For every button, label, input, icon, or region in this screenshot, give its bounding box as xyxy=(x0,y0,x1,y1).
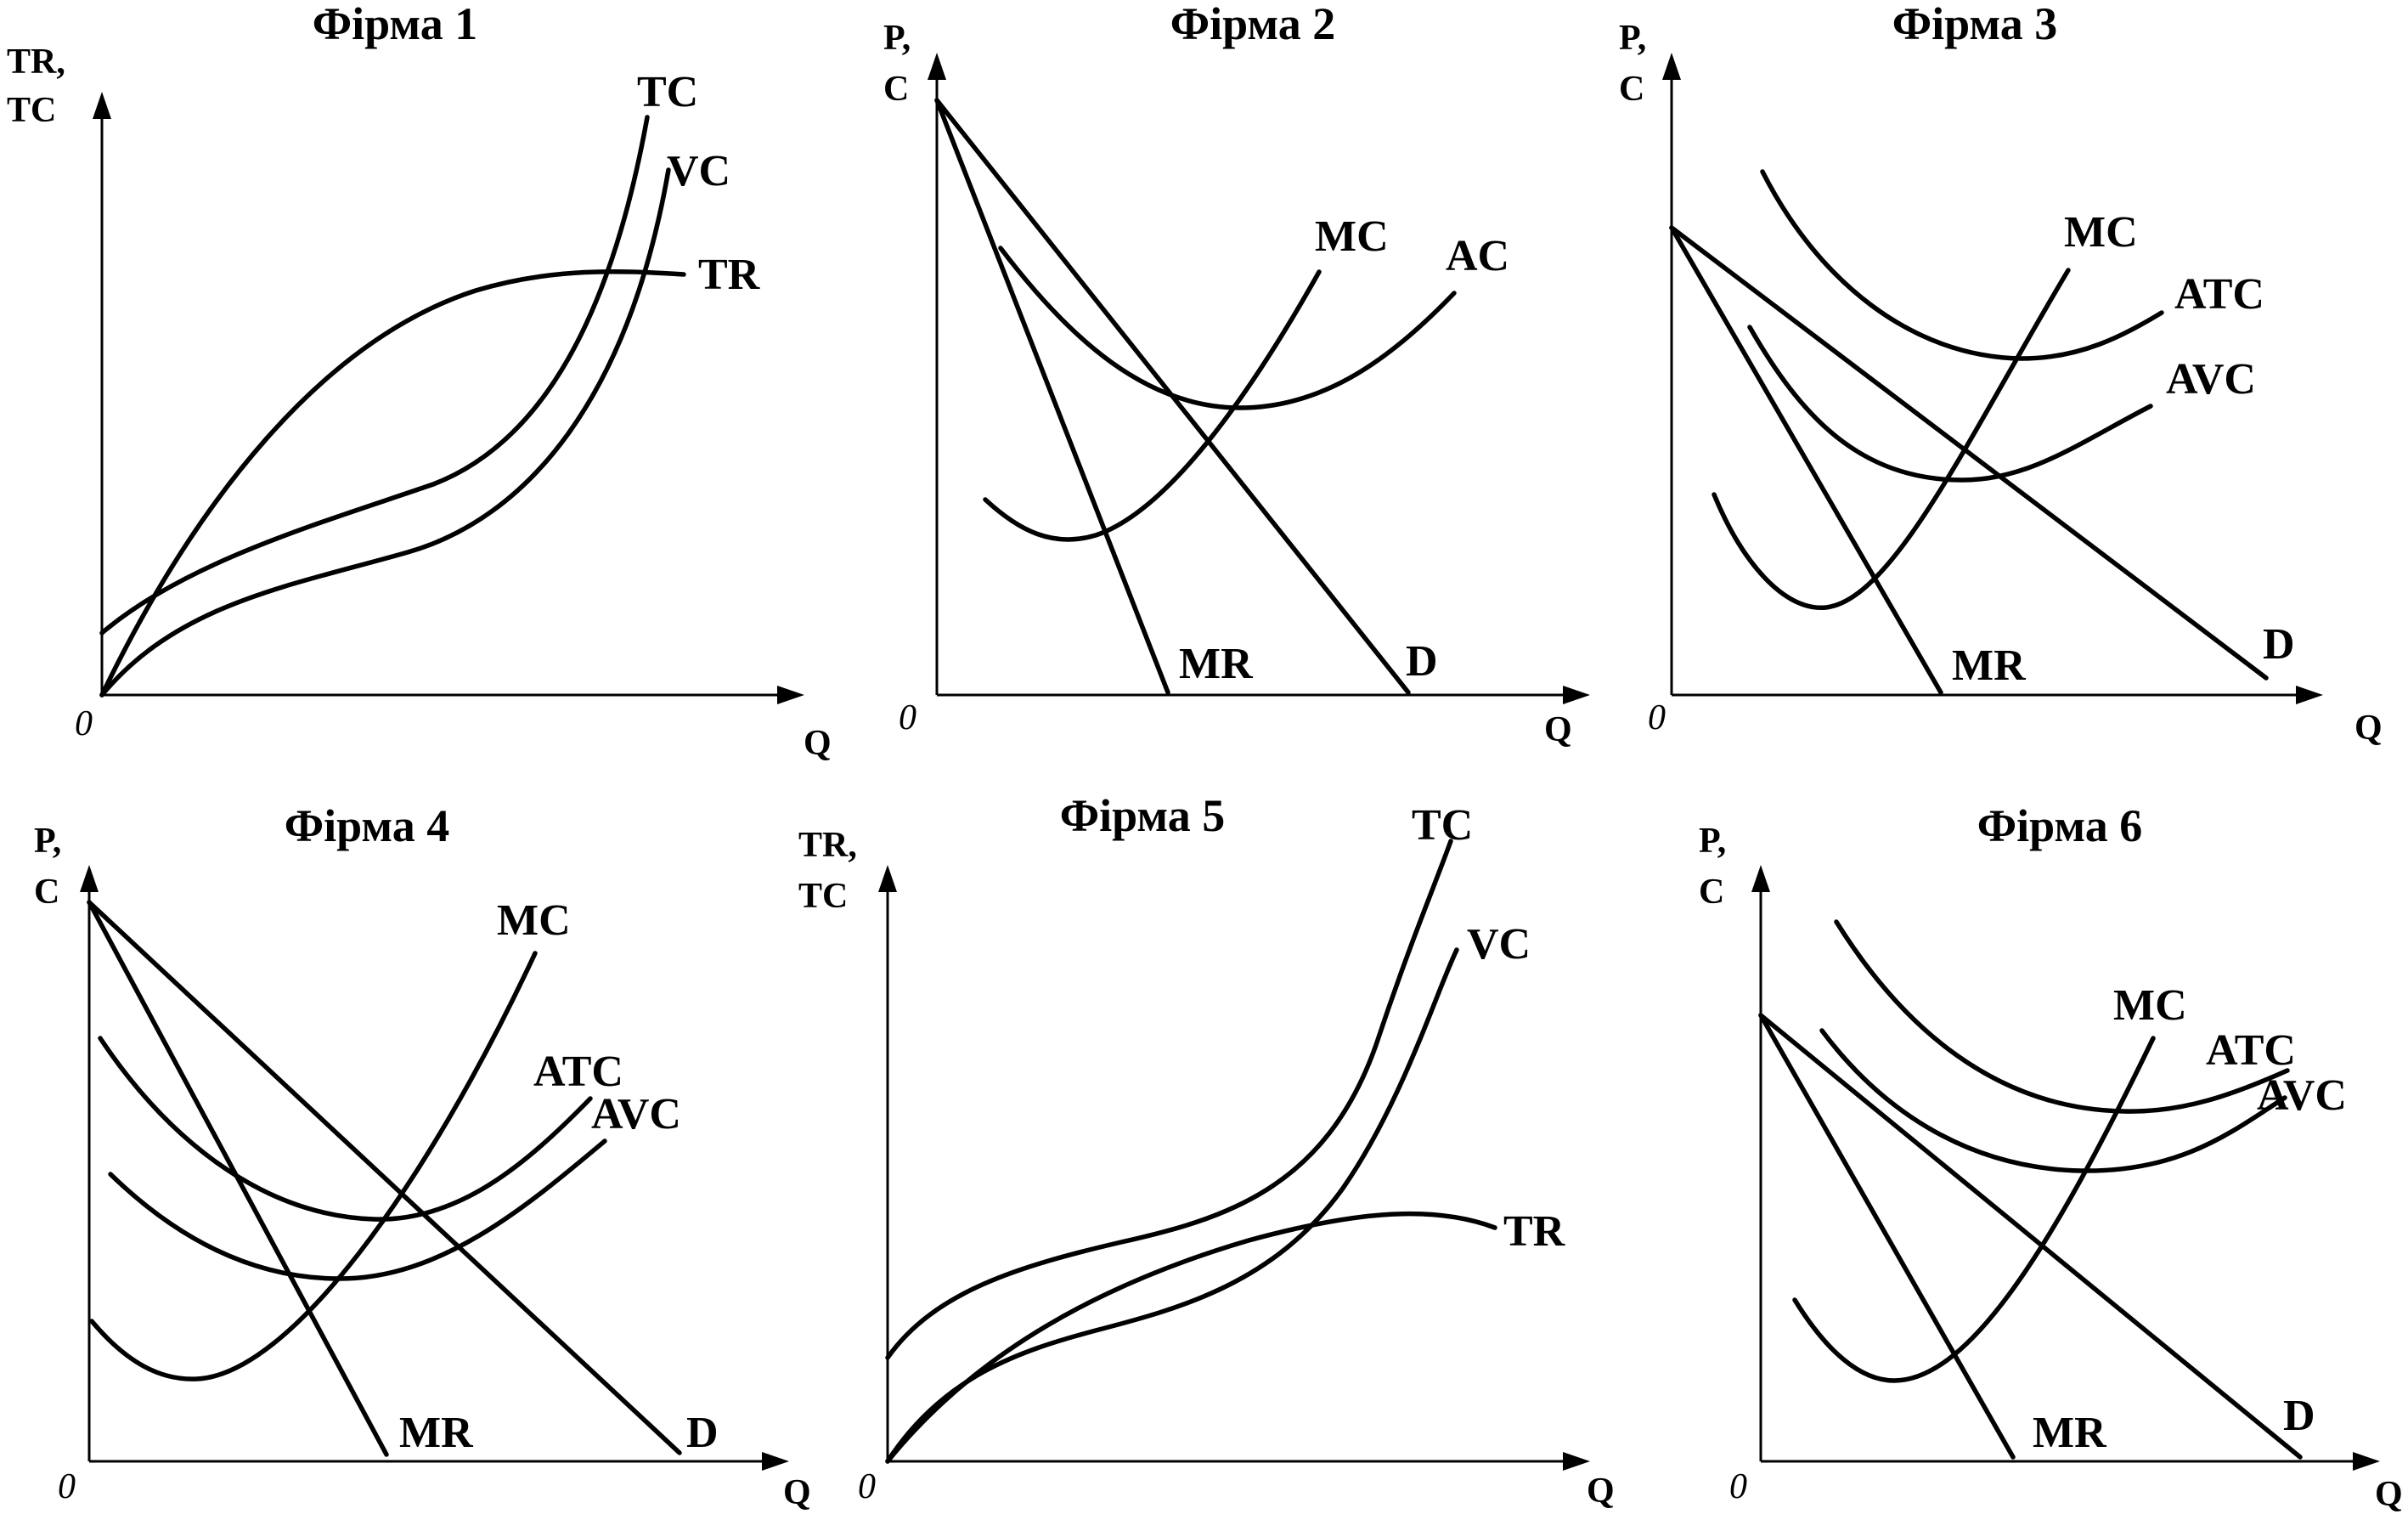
y-axis-label-line2: C xyxy=(34,873,59,912)
x-axis-label: Q xyxy=(783,1473,811,1512)
avc-label: AVC xyxy=(591,1090,681,1138)
mc-curve xyxy=(1792,1036,2156,1383)
y-axis-arrow xyxy=(1662,53,1681,80)
mr-label: MR xyxy=(1179,640,1254,688)
x-axis-label: Q xyxy=(2375,1475,2403,1514)
panel-title: Фірма 4 xyxy=(285,800,450,851)
y-axis-label-line1: P, xyxy=(34,822,61,861)
avc-label: AVC xyxy=(2166,355,2256,404)
mr-line xyxy=(934,98,1170,695)
tc-label: TC xyxy=(1412,801,1473,850)
vc-label: VC xyxy=(667,147,730,195)
y-axis-arrow xyxy=(80,865,99,892)
mc-label: MC xyxy=(497,896,571,945)
y-axis-label-line1: P, xyxy=(1619,19,1646,58)
mc-label: MC xyxy=(1315,212,1389,261)
demand-line xyxy=(87,900,682,1455)
y-axis-label-line1: TR, xyxy=(7,42,65,82)
y-axis-label-line2: C xyxy=(1699,873,1724,912)
demand-line xyxy=(1669,225,2269,681)
panel-firm-2: Фірма 2 P, C Q 0 MC AC MR D xyxy=(883,0,1590,749)
y-axis-arrow xyxy=(878,865,897,892)
mc-label: MC xyxy=(2064,208,2138,257)
atc-curve xyxy=(1834,919,2290,1114)
x-axis-arrow xyxy=(1563,686,1590,704)
tc-curve xyxy=(885,839,1453,1360)
tc-label: TC xyxy=(637,68,698,116)
origin-label: 0 xyxy=(899,698,916,737)
x-axis-arrow xyxy=(2296,686,2323,704)
vc-curve xyxy=(885,947,1459,1464)
panel-firm-4: Фірма 4 P, C Q 0 MC ATC AVC MR D xyxy=(34,800,811,1512)
x-axis-label: Q xyxy=(1544,710,1572,749)
origin-label: 0 xyxy=(1648,698,1666,737)
avc-curve xyxy=(1747,325,2153,483)
mr-label: MR xyxy=(399,1409,474,1457)
x-axis-arrow xyxy=(2353,1452,2380,1471)
x-axis-label: Q xyxy=(1587,1472,1615,1511)
mr-label: MR xyxy=(1952,641,2027,690)
y-axis-label-line2: C xyxy=(883,70,909,109)
tc-curve xyxy=(99,115,650,636)
mr-label: MR xyxy=(2033,1409,2107,1457)
tr-curve xyxy=(885,1211,1497,1464)
panel-firm-1: Фірма 1 TR, TC Q 0 TC VC TR xyxy=(7,0,832,763)
y-axis-arrow xyxy=(928,53,946,80)
vc-label: VC xyxy=(1467,920,1531,969)
y-axis-label-line2: TC xyxy=(798,877,848,916)
avc-label: AVC xyxy=(2257,1071,2347,1120)
atc-curve xyxy=(98,1036,593,1222)
y-axis-label-line1: P, xyxy=(1699,822,1726,861)
origin-label: 0 xyxy=(58,1467,76,1506)
d-label: D xyxy=(1406,637,1438,686)
avc-curve xyxy=(1819,1028,2287,1173)
tr-curve xyxy=(99,268,686,698)
demand-line xyxy=(1758,1013,2303,1460)
d-label: D xyxy=(686,1409,719,1457)
y-axis-label-line2: C xyxy=(1619,70,1644,109)
mc-curve xyxy=(89,951,538,1381)
mr-line xyxy=(1669,225,1943,695)
y-axis-label-line1: P, xyxy=(883,19,911,58)
panel-firm-6: Фірма 6 P, C Q 0 MC ATC AVC MR D xyxy=(1699,800,2403,1514)
atc-label: ATC xyxy=(2174,270,2264,319)
origin-label: 0 xyxy=(1729,1467,1747,1506)
mr-line xyxy=(1758,1013,2016,1460)
origin-label: 0 xyxy=(75,704,93,743)
y-axis-label-line2: TC xyxy=(7,91,56,130)
atc-label: ATC xyxy=(2206,1026,2296,1075)
panel-firm-5: Фірма 5 TR, TC Q 0 TC VC TR xyxy=(798,790,1615,1511)
x-axis-arrow xyxy=(762,1452,789,1471)
y-axis-label-line1: TR, xyxy=(798,826,857,865)
origin-label: 0 xyxy=(858,1467,876,1506)
d-label: D xyxy=(2263,620,2295,669)
panel-title: Фірма 1 xyxy=(313,0,478,49)
atc-label: ATC xyxy=(533,1048,623,1096)
mc-label: MC xyxy=(2113,981,2187,1030)
atc-curve xyxy=(1760,169,2164,361)
y-axis-arrow xyxy=(1751,865,1770,892)
tr-label: TR xyxy=(698,251,761,299)
ac-curve xyxy=(998,246,1457,410)
panel-title: Фірма 6 xyxy=(1977,800,2143,851)
panel-title: Фірма 5 xyxy=(1060,790,1226,841)
panel-firm-3: Фірма 3 P, C Q 0 MC ATC AVC MR D xyxy=(1619,0,2383,748)
panel-title: Фірма 3 xyxy=(1892,0,2058,49)
y-axis-arrow xyxy=(93,92,111,119)
d-label: D xyxy=(2283,1392,2315,1440)
x-axis-label: Q xyxy=(804,724,832,763)
x-axis-label: Q xyxy=(2354,709,2383,748)
mc-curve xyxy=(1712,268,2071,610)
tr-label: TR xyxy=(1503,1207,1566,1256)
x-axis-arrow xyxy=(1563,1452,1590,1471)
mc-curve xyxy=(983,269,1322,542)
vc-curve xyxy=(99,167,671,698)
panel-title: Фірма 2 xyxy=(1170,0,1336,49)
ac-label: AC xyxy=(1446,232,1509,280)
x-axis-arrow xyxy=(777,686,804,704)
